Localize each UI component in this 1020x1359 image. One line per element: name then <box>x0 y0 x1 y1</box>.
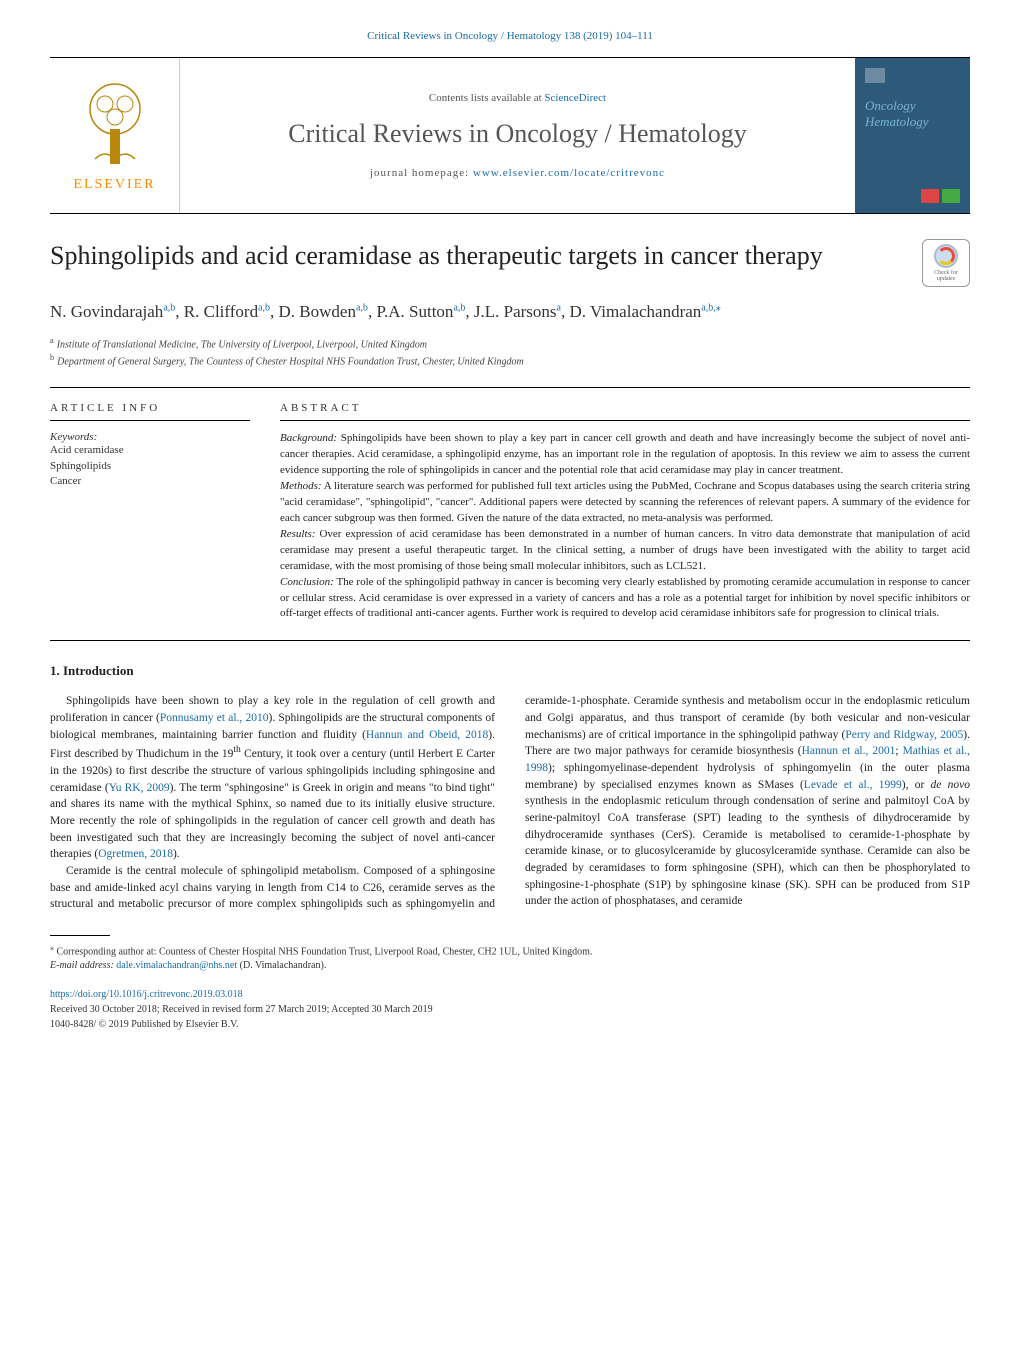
homepage-prefix: journal homepage: <box>370 167 473 179</box>
affiliations: aInstitute of Translational Medicine, Th… <box>50 335 970 370</box>
cover-badges <box>921 189 960 203</box>
keyword-1: Acid ceramidase <box>50 443 250 458</box>
publisher-logo-box: ELSEVIER <box>50 58 180 213</box>
keyword-2: Sphingolipids <box>50 459 250 474</box>
homepage-line: journal homepage: www.elsevier.com/locat… <box>370 167 665 179</box>
elsevier-tree-icon <box>80 79 150 169</box>
article-title: Sphingolipids and acid ceramidase as the… <box>50 239 907 273</box>
abstract-column: ABSTRACT Background: Sphingolipids have … <box>280 402 970 622</box>
banner-center: Contents lists available at ScienceDirec… <box>180 58 855 213</box>
cover-badge-green <box>942 189 960 203</box>
doi-block: https://doi.org/10.1016/j.critrevonc.201… <box>50 987 970 1032</box>
email-line: E-mail address: dale.vimalachandran@nhs.… <box>50 959 970 973</box>
abstract-heading: ABSTRACT <box>280 402 970 414</box>
publisher-name: ELSEVIER <box>73 177 155 193</box>
authors-list: N. Govindarajaha,b, R. Clifforda,b, D. B… <box>50 299 970 325</box>
cover-line2: Hematology <box>865 114 960 130</box>
crossmark-icon <box>934 244 958 268</box>
journal-cover: Oncology Hematology <box>855 58 970 213</box>
abstract-rule <box>280 420 970 421</box>
homepage-link[interactable]: www.elsevier.com/locate/critrevonc <box>473 167 665 179</box>
journal-banner: ELSEVIER Contents lists available at Sci… <box>50 57 970 214</box>
contents-available-line: Contents lists available at ScienceDirec… <box>429 92 606 104</box>
sciencedirect-link[interactable]: ScienceDirect <box>544 92 606 104</box>
article-info-rule <box>50 420 250 421</box>
contents-prefix: Contents lists available at <box>429 92 544 104</box>
copyright-line: 1040-8428/ © 2019 Published by Elsevier … <box>50 1019 239 1030</box>
article-info-column: ARTICLE INFO Keywords: Acid ceramidase S… <box>50 402 250 622</box>
email-suffix: (D. Vimalachandran). <box>237 960 326 971</box>
cover-title: Oncology Hematology <box>865 98 960 129</box>
received-dates: Received 30 October 2018; Received in re… <box>50 1004 433 1015</box>
keyword-3: Cancer <box>50 474 250 489</box>
email-label: E-mail address: <box>50 960 116 971</box>
divider-bottom <box>50 640 970 641</box>
corr-text: Corresponding author at: Countess of Che… <box>54 946 592 957</box>
section-1-heading: 1. Introduction <box>50 663 970 679</box>
journal-issue-link[interactable]: Critical Reviews in Oncology / Hematolog… <box>50 30 970 42</box>
doi-link[interactable]: https://doi.org/10.1016/j.critrevonc.201… <box>50 989 243 1000</box>
corresponding-author-note: ⁎ Corresponding author at: Countess of C… <box>50 942 970 959</box>
body-columns: Sphingolipids have been shown to play a … <box>50 693 970 913</box>
affiliation-a: aInstitute of Translational Medicine, Th… <box>50 335 970 352</box>
cover-line1: Oncology <box>865 98 960 114</box>
intro-para-1: Sphingolipids have been shown to play a … <box>50 693 495 863</box>
info-abstract-row: ARTICLE INFO Keywords: Acid ceramidase S… <box>50 402 970 622</box>
cover-badge-red <box>921 189 939 203</box>
cover-top-icon <box>865 68 885 83</box>
keywords-label: Keywords: <box>50 431 250 443</box>
abstract-text: Background: Sphingolipids have been show… <box>280 431 970 622</box>
email-link[interactable]: dale.vimalachandran@nhs.net <box>116 960 237 971</box>
check-updates-badge[interactable]: Check forupdates <box>922 239 970 287</box>
check-updates-text: Check forupdates <box>934 270 958 282</box>
divider-top <box>50 387 970 388</box>
journal-name: Critical Reviews in Oncology / Hematolog… <box>288 119 747 149</box>
affiliation-b: bDepartment of General Surgery, The Coun… <box>50 352 970 369</box>
article-info-heading: ARTICLE INFO <box>50 402 250 414</box>
footnote-rule <box>50 935 110 936</box>
